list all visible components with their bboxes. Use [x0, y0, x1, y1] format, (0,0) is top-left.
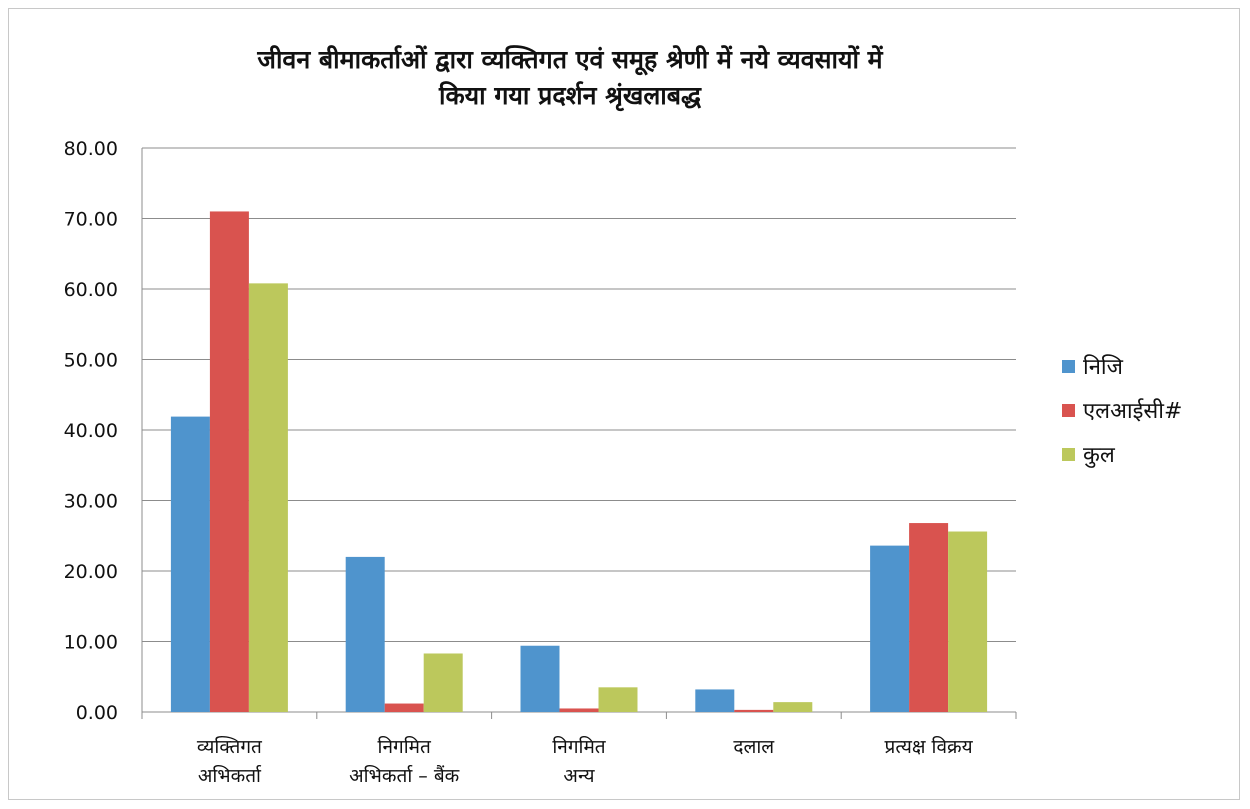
bar [520, 645, 560, 712]
y-tick-label: 40.00 [64, 420, 118, 442]
x-category-label: अभिकर्ता – बैंक [349, 764, 460, 787]
bar [423, 653, 463, 712]
y-tick-label: 70.00 [64, 209, 118, 231]
legend-swatch [1062, 448, 1075, 461]
legend-label: कुल [1083, 443, 1116, 468]
y-tick-label: 30.00 [64, 491, 118, 513]
bar [384, 703, 424, 712]
bar [248, 283, 288, 712]
x-category-label: निगमित [552, 735, 606, 758]
legend-label: निजि [1083, 354, 1124, 380]
bar [559, 708, 599, 712]
chart-title: जीवन बीमाकर्ताओं द्वारा व्यक्तिगत एवं सम… [0, 42, 1140, 114]
bar [909, 523, 949, 712]
bar [209, 211, 249, 712]
bar [170, 416, 210, 712]
y-tick-label: 80.00 [64, 138, 118, 160]
bar [695, 689, 735, 712]
bar [734, 709, 774, 712]
legend-label: एलआईसी# [1083, 398, 1182, 424]
x-category-label: प्रत्यक्ष विक्रय [885, 735, 974, 758]
bar [948, 531, 988, 712]
y-tick-label: 20.00 [64, 561, 118, 583]
y-tick-label: 50.00 [64, 350, 118, 372]
bar [598, 687, 638, 712]
bar [870, 545, 910, 712]
x-category-label: निगमित [378, 735, 432, 758]
y-tick-label: 10.00 [64, 632, 118, 654]
x-category-label: अन्य [563, 765, 595, 787]
y-tick-label: 60.00 [64, 279, 118, 301]
x-category-label: दलाल [733, 736, 775, 758]
chart-title-line-1: जीवन बीमाकर्ताओं द्वारा व्यक्तिगत एवं सम… [257, 45, 883, 74]
legend-swatch [1062, 360, 1075, 373]
x-category-label: व्यक्तिगत [197, 735, 263, 758]
bar [345, 556, 385, 712]
bar [773, 702, 813, 712]
legend-swatch [1062, 404, 1075, 417]
y-tick-label: 0.00 [76, 702, 118, 724]
x-category-label: अभिकर्ता [198, 764, 262, 787]
chart-title-line-2: किया गया प्रदर्शन श्रृंखलाबद्ध [438, 81, 701, 110]
